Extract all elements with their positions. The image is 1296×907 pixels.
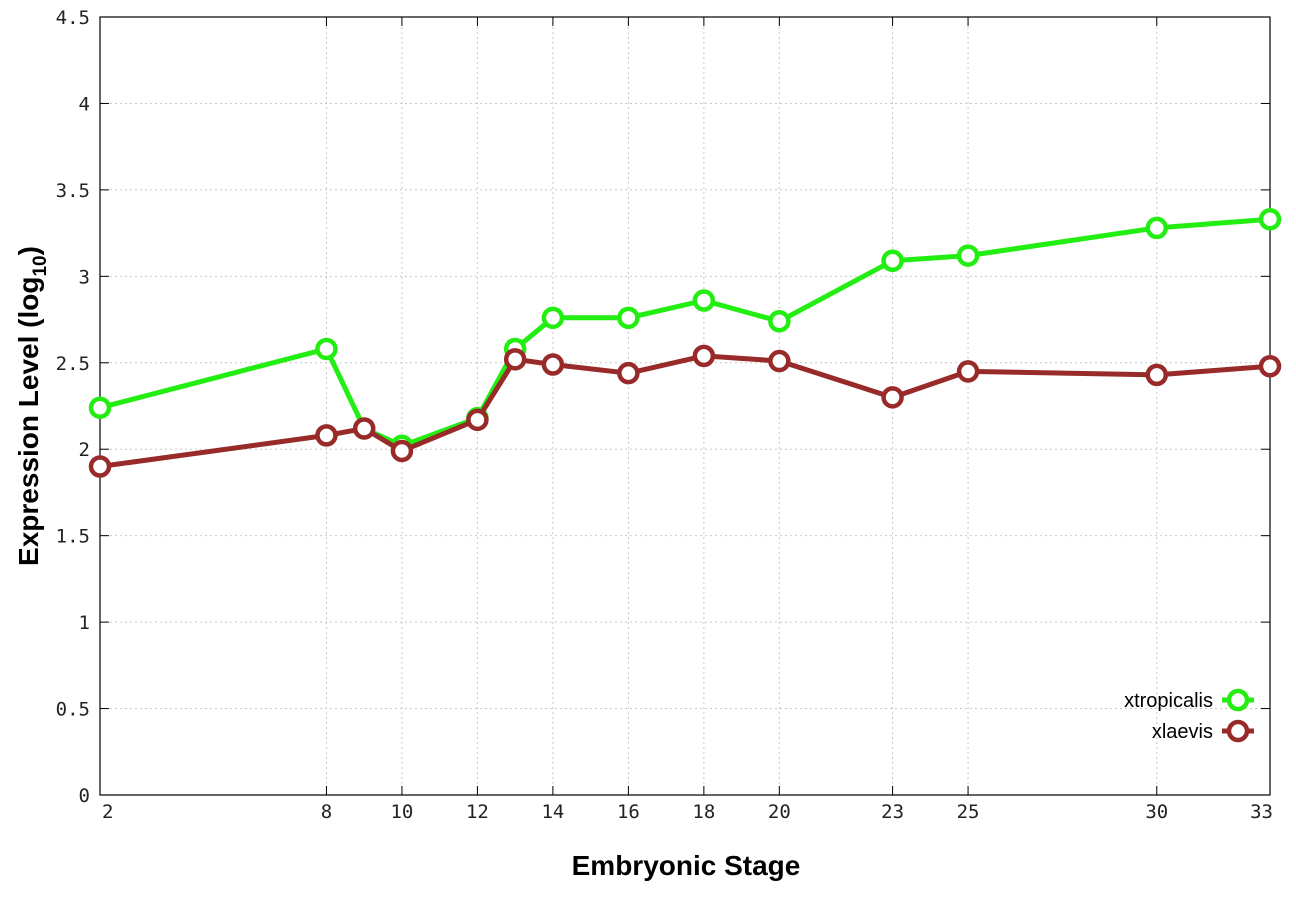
x-tick-label: 14 [541, 801, 564, 823]
y-axis-title-main: Expression Level (log [13, 277, 44, 566]
x-tick-label: 12 [466, 801, 489, 823]
series-layer [88, 208, 1282, 478]
data-point [541, 353, 565, 376]
data-point [541, 306, 565, 330]
y-tick-label: 0 [79, 785, 90, 807]
y-axis-title-subscript: 10 [30, 255, 51, 276]
data-point [768, 349, 791, 373]
data-point [881, 386, 904, 409]
y-tick-label: 3 [79, 266, 90, 288]
legend-swatch-marker [1226, 688, 1250, 712]
data-point [956, 244, 980, 267]
series-line [99, 353, 1271, 469]
y-tick-label: 1 [79, 612, 90, 634]
y-tick-label: 4 [79, 93, 90, 115]
data-point [1145, 363, 1169, 387]
x-tick-label: 2 [102, 801, 113, 823]
data-point [1258, 208, 1282, 231]
x-tick-label: 23 [881, 801, 904, 823]
data-point [692, 344, 716, 368]
data-point [956, 360, 980, 383]
legend-label: xlaevis [1152, 721, 1213, 743]
data-point [768, 310, 791, 333]
axis-ticks: 0 0.5 1 1.5 2 2.5 3 3.5 4 4.5 2 8 10 12 14 16 18 20 23 25 30… [56, 7, 1273, 823]
data-point [617, 306, 640, 330]
data-point [1258, 354, 1282, 378]
y-axis-title: Expression Level (log10) [13, 246, 51, 566]
x-tick-label: 25 [957, 801, 980, 823]
y-tick-label: 1.5 [56, 526, 90, 548]
legend-entry: xtropicalis [1124, 688, 1254, 712]
legend-entry: xlaevis [1152, 719, 1254, 743]
x-tick-label: 8 [321, 801, 332, 823]
x-tick-label: 20 [768, 801, 791, 823]
data-point [315, 337, 338, 361]
series-line [99, 216, 1271, 449]
legend: xtropicalis xlaevis [1124, 688, 1254, 743]
x-tick-label: 18 [692, 801, 715, 823]
data-point [390, 439, 414, 463]
data-point [315, 424, 338, 447]
grid-lines [100, 17, 1270, 795]
data-point [1145, 216, 1169, 240]
series-xtropicalis [88, 208, 1282, 458]
data-point [88, 396, 112, 419]
x-tick-label: 16 [617, 801, 640, 823]
y-tick-label: 4.5 [56, 7, 90, 29]
data-point [692, 289, 716, 312]
y-axis-title-close: ) [13, 246, 44, 255]
legend-label: xtropicalis [1124, 690, 1213, 712]
y-tick-label: 3.5 [56, 180, 90, 202]
y-tick-label: 2 [79, 439, 90, 461]
data-point [881, 249, 904, 273]
data-point [503, 348, 527, 371]
series-xlaevis [88, 344, 1282, 478]
x-tick-label: 10 [390, 801, 413, 823]
y-tick-label: 2.5 [56, 353, 90, 375]
data-point [617, 361, 640, 385]
y-tick-label: 0.5 [56, 699, 90, 721]
data-point [88, 455, 112, 478]
x-axis-title: Embryonic Stage [572, 850, 801, 881]
plot-frame [99, 16, 1271, 796]
data-point [466, 408, 489, 432]
x-tick-label: 30 [1145, 801, 1168, 823]
legend-swatch-marker [1226, 719, 1250, 743]
data-point [352, 417, 376, 440]
x-tick-label: 33 [1250, 801, 1273, 823]
